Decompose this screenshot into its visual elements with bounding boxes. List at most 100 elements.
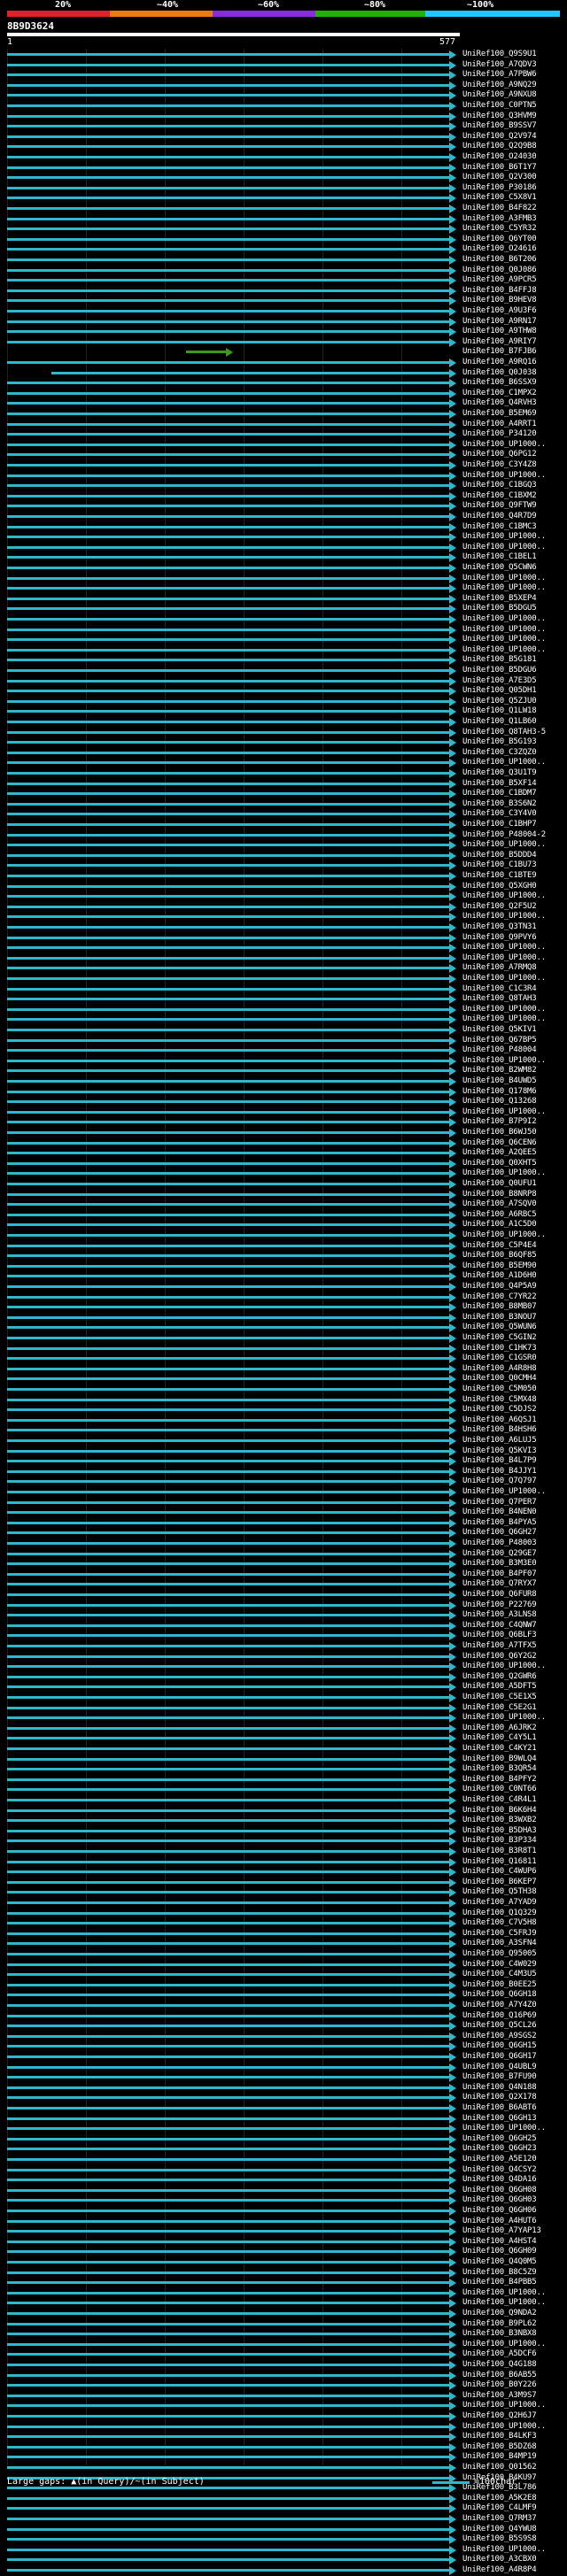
hit-row[interactable]: UniRef100_Q9NDA2 [0, 2309, 567, 2319]
hit-row[interactable]: UniRef100_Q8TAH3 [0, 994, 567, 1005]
hit-alignment-bar[interactable] [7, 833, 450, 837]
hit-alignment-bar[interactable] [7, 597, 450, 600]
hit-alignment-bar[interactable] [7, 1983, 450, 1986]
hit-alignment-bar[interactable] [7, 2415, 450, 2418]
hit-alignment-bar[interactable] [7, 258, 450, 261]
hit-alignment-bar[interactable] [7, 1623, 450, 1627]
hit-label[interactable]: UniRef100_UP1000.. [462, 1107, 546, 1116]
hit-label[interactable]: UniRef100_Q6BLF3 [462, 1631, 537, 1640]
hit-row[interactable]: UniRef100_Q2V974 [0, 132, 567, 143]
hit-label[interactable]: UniRef100_B4JJY1 [462, 1466, 537, 1476]
hit-label[interactable]: UniRef100_P48004 [462, 1045, 537, 1055]
hit-label[interactable]: UniRef100_B5XEP4 [462, 593, 537, 603]
hit-row[interactable]: UniRef100_Q7Q797 [0, 1477, 567, 1487]
hit-label[interactable]: UniRef100_A4RRT1 [462, 419, 537, 428]
hit-alignment-bar[interactable] [7, 114, 450, 118]
hit-alignment-bar[interactable] [7, 659, 450, 662]
hit-alignment-bar[interactable] [7, 977, 450, 980]
hit-alignment-bar[interactable] [7, 299, 450, 303]
hit-alignment-bar[interactable] [7, 1511, 450, 1515]
hit-label[interactable]: UniRef100_UP1000.. [462, 2287, 546, 2297]
hit-label[interactable]: UniRef100_B4KU97 [462, 2472, 537, 2482]
hit-label[interactable]: UniRef100_C5X8V1 [462, 193, 537, 203]
hit-row[interactable]: UniRef100_C1MPX2 [0, 389, 567, 399]
hit-row[interactable]: UniRef100_C4QNW7 [0, 1621, 567, 1631]
hit-alignment-bar[interactable] [7, 1357, 450, 1361]
hit-row[interactable]: UniRef100_B4PF07 [0, 1570, 567, 1580]
hit-alignment-bar[interactable] [7, 1757, 450, 1761]
hit-row[interactable]: UniRef100_UP1000.. [0, 943, 567, 953]
hit-label[interactable]: UniRef100_UP1000.. [462, 644, 546, 654]
hit-label[interactable]: UniRef100_A4R8P4 [462, 2565, 537, 2574]
hit-alignment-bar[interactable] [7, 1315, 450, 1319]
hit-alignment-bar[interactable] [7, 2487, 450, 2490]
hit-alignment-bar[interactable] [7, 1234, 450, 1237]
hit-alignment-bar[interactable] [7, 2445, 450, 2449]
hit-label[interactable]: UniRef100_B8NRP8 [462, 1189, 537, 1199]
hit-row[interactable]: UniRef100_C5E2G1 [0, 1703, 567, 1714]
hit-label[interactable]: UniRef100_B3M3E0 [462, 1559, 537, 1569]
hit-row[interactable]: UniRef100_B5EM90 [0, 1261, 567, 1272]
hit-alignment-bar[interactable] [7, 53, 450, 56]
hit-alignment-bar[interactable] [7, 505, 450, 508]
hit-alignment-bar[interactable] [7, 1932, 450, 1935]
hit-alignment-bar[interactable] [7, 166, 450, 169]
hit-label[interactable]: UniRef100_UP1000.. [462, 532, 546, 542]
hit-alignment-bar[interactable] [7, 2096, 450, 2100]
hit-label[interactable]: UniRef100_B4PFY2 [462, 1774, 537, 1784]
hit-alignment-bar[interactable] [7, 987, 450, 991]
hit-row[interactable]: UniRef100_C4W029 [0, 1960, 567, 1971]
hit-alignment-bar[interactable] [7, 2199, 450, 2202]
hit-row[interactable]: UniRef100_Q6Y2G2 [0, 1652, 567, 1662]
hit-label[interactable]: UniRef100_C4LMF9 [462, 2503, 537, 2513]
hit-alignment-bar[interactable] [7, 2137, 450, 2140]
hit-alignment-bar[interactable] [7, 2558, 450, 2562]
hit-alignment-bar[interactable] [7, 453, 450, 457]
hit-row[interactable]: UniRef100_B5DGU6 [0, 666, 567, 676]
hit-alignment-bar[interactable] [7, 1480, 450, 1484]
hit-alignment-bar[interactable] [7, 217, 450, 220]
hit-row[interactable]: UniRef100_B4KU97 [0, 2473, 567, 2484]
hit-row[interactable]: UniRef100_B6T1Y7 [0, 163, 567, 174]
hit-alignment-bar[interactable] [7, 2507, 450, 2510]
hit-label[interactable]: UniRef100_A7YAP13 [462, 2226, 541, 2236]
hit-row[interactable]: UniRef100_A7YAP13 [0, 2226, 567, 2237]
hit-label[interactable]: UniRef100_UP1000.. [462, 1004, 546, 1014]
hit-label[interactable]: UniRef100_Q6CEN6 [462, 1138, 537, 1147]
hit-label[interactable]: UniRef100_UP1000.. [462, 2544, 546, 2554]
hit-label[interactable]: UniRef100_A5DCF6 [462, 2349, 537, 2359]
hit-label[interactable]: UniRef100_A3LNS8 [462, 1610, 537, 1620]
hit-alignment-bar[interactable] [7, 2456, 450, 2459]
hit-label[interactable]: UniRef100_B5G193 [462, 737, 537, 747]
hit-row[interactable]: UniRef100_Q5CL26 [0, 2021, 567, 2032]
hit-alignment-bar[interactable] [7, 1685, 450, 1689]
hit-row[interactable]: UniRef100_UP1000.. [0, 1014, 567, 1025]
hit-row[interactable]: UniRef100_Q178M6 [0, 1087, 567, 1098]
hit-label[interactable]: UniRef100_B7FJB6 [462, 347, 537, 357]
hit-label[interactable]: UniRef100_Q4YWU8 [462, 2524, 537, 2534]
hit-row[interactable]: UniRef100_C1BXM2 [0, 491, 567, 502]
hit-label[interactable]: UniRef100_Q2GWR6 [462, 1671, 537, 1681]
hit-row[interactable]: UniRef100_UP1000.. [0, 1713, 567, 1724]
hit-row[interactable]: UniRef100_Q6GH23 [0, 2144, 567, 2155]
hit-label[interactable]: UniRef100_B4UWD5 [462, 1076, 537, 1085]
hit-row[interactable]: UniRef100_A6JRK2 [0, 1724, 567, 1734]
hit-row[interactable]: UniRef100_A9RN17 [0, 317, 567, 328]
hit-label[interactable]: UniRef100_B4PF07 [462, 1569, 537, 1578]
hit-label[interactable]: UniRef100_C5M050 [462, 1384, 537, 1393]
hit-row[interactable]: UniRef100_Q4UBL9 [0, 2063, 567, 2073]
hit-alignment-bar[interactable] [7, 915, 450, 919]
hit-label[interactable]: UniRef100_A7Y4Z0 [462, 2001, 537, 2009]
hit-alignment-bar[interactable] [7, 1675, 450, 1678]
hit-alignment-bar[interactable] [7, 1572, 450, 1576]
hit-alignment-bar[interactable] [7, 176, 450, 180]
hit-alignment-bar[interactable] [7, 741, 450, 744]
hit-label[interactable]: UniRef100_A3SFN4 [462, 1939, 537, 1948]
hit-alignment-bar[interactable] [7, 730, 450, 734]
hit-row[interactable]: UniRef100_UP1000.. [0, 583, 567, 594]
hit-label[interactable]: UniRef100_Q6GH13 [462, 2113, 537, 2123]
hit-row[interactable]: UniRef100_Q1LW18 [0, 706, 567, 717]
hit-label[interactable]: UniRef100_UP1000.. [462, 953, 546, 962]
hit-alignment-bar[interactable] [7, 2210, 450, 2212]
hit-row[interactable]: UniRef100_B4UWD5 [0, 1076, 567, 1087]
